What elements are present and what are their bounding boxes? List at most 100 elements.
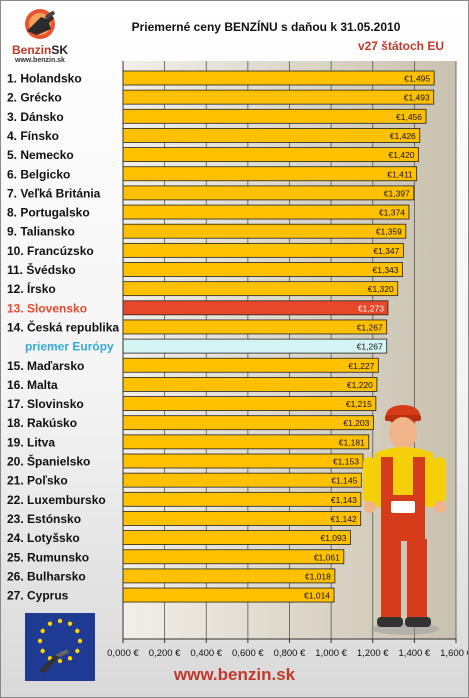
x-tick-label: 0,000 € <box>107 648 139 659</box>
category-label: 17. Slovinsko <box>7 397 84 411</box>
bar-value-label: €1,411 <box>387 169 413 179</box>
bar <box>122 166 418 182</box>
category-label: 1. Holandsko <box>7 72 82 86</box>
category-label: 8. Portugalsko <box>7 206 90 220</box>
bar <box>122 70 435 86</box>
category-label: 14. Česká republika <box>7 319 119 334</box>
bar <box>122 319 388 335</box>
footer-url[interactable]: www.benzin.sk <box>173 665 296 684</box>
bar-value-label: €1,426 <box>390 131 416 141</box>
category-label: 7. Veľká Británia <box>7 186 101 200</box>
bar <box>122 185 415 201</box>
eu-star-icon <box>67 656 73 661</box>
bar-value-label: €1,145 <box>331 476 357 486</box>
bar-value-label: €1,420 <box>389 150 415 160</box>
eu-star-icon <box>67 621 73 626</box>
bar <box>122 568 336 584</box>
bar-value-label: €1,061 <box>314 552 340 562</box>
bar-value-label: €1,267 <box>357 342 383 352</box>
category-label: 16. Malta <box>7 378 58 392</box>
gas-station-attendant-mascot <box>363 405 446 635</box>
category-label: 22. Luxembursko <box>7 493 106 507</box>
category-label: 9. Taliansko <box>7 225 75 239</box>
bar <box>122 511 362 526</box>
bar <box>122 453 364 469</box>
bar <box>122 242 404 258</box>
x-tick-label: 1,200 € <box>357 648 389 659</box>
bar-value-label: €1,143 <box>331 495 357 505</box>
category-label: 5. Nemecko <box>7 148 74 162</box>
bar-value-label: €1,359 <box>376 227 402 237</box>
bar <box>122 338 388 354</box>
category-label: 3. Dánsko <box>7 110 64 124</box>
logo-brand: BenzinSK <box>11 43 68 57</box>
eu-star-icon <box>47 621 53 626</box>
chart-subtitle: v27 štátoch EU <box>357 39 444 53</box>
bar-value-label: €1,018 <box>305 571 331 581</box>
fuel-nozzle-icon <box>25 9 56 39</box>
bar-value-label: €1,320 <box>368 284 394 294</box>
benzin-logo[interactable]: BenzinSK www.benzin.sk <box>7 7 73 67</box>
bar <box>122 357 379 373</box>
x-tick-label: 0,400 € <box>190 648 222 659</box>
bar-value-label: €1,215 <box>346 399 372 409</box>
category-label: 26. Bulharsko <box>7 569 86 583</box>
bar <box>122 89 435 105</box>
eu-flag-icon <box>25 613 95 681</box>
bar-value-label: €1,347 <box>373 246 399 256</box>
x-tick-label: 0,600 € <box>232 648 264 659</box>
category-label: 2. Grécko <box>7 91 62 105</box>
bar-value-label: €1,374 <box>379 208 405 218</box>
x-tick-label: 0,800 € <box>274 648 306 659</box>
category-label: 19. Litva <box>7 435 55 449</box>
bar-value-label: €1,142 <box>331 514 357 524</box>
x-tick-label: 0,200 € <box>149 648 181 659</box>
category-label: 23. Estónsko <box>7 512 81 526</box>
bar <box>122 491 362 507</box>
bar <box>122 300 389 316</box>
category-label: 10. Francúzsko <box>7 244 94 258</box>
bar <box>122 472 362 488</box>
bar <box>122 128 421 143</box>
bar-value-label: €1,203 <box>343 418 369 428</box>
bar-value-label: €1,495 <box>404 74 430 84</box>
bar-value-label: €1,093 <box>320 533 346 543</box>
eu-star-icon <box>57 618 63 624</box>
bar <box>122 108 427 124</box>
bar <box>122 434 370 450</box>
category-label: priemer Európy <box>25 340 114 354</box>
category-label: 21. Poľsko <box>7 474 68 488</box>
bar <box>122 204 410 220</box>
eu-star-icon <box>37 638 43 644</box>
chart-title: Priemerné ceny BENZÍNU s daňou k 31.05.2… <box>131 20 401 34</box>
bar <box>122 549 345 565</box>
bar-value-label: €1,014 <box>304 591 330 601</box>
x-tick-label: 1,400 € <box>399 648 431 659</box>
category-label: 12. Írsko <box>7 281 56 296</box>
x-tick-label: 1,600 € <box>440 648 468 659</box>
bar <box>122 262 403 277</box>
logo-url: www.benzin.sk <box>15 57 65 64</box>
bar-value-label: €1,220 <box>347 380 373 390</box>
bar <box>122 376 378 392</box>
category-label: 25. Rumunsko <box>7 550 89 564</box>
bar-value-label: €1,343 <box>373 265 399 275</box>
bar <box>122 147 419 163</box>
x-tick-label: 1,000 € <box>315 648 347 659</box>
eu-star-icon <box>40 628 45 634</box>
category-label: 6. Belgicko <box>7 167 70 181</box>
bar-value-label: €1,397 <box>384 188 410 198</box>
bar-value-label: €1,456 <box>396 112 422 122</box>
bar <box>122 396 377 411</box>
eu-star-icon <box>40 648 45 654</box>
category-label: 27. Cyprus <box>7 589 69 603</box>
bar-value-label: €1,493 <box>404 93 430 103</box>
eu-star-icon <box>77 638 83 644</box>
bar <box>122 281 399 297</box>
eu-star-icon <box>75 648 80 654</box>
bar <box>122 223 407 239</box>
bar <box>122 587 335 603</box>
category-label: 18. Rakúsko <box>7 416 77 430</box>
